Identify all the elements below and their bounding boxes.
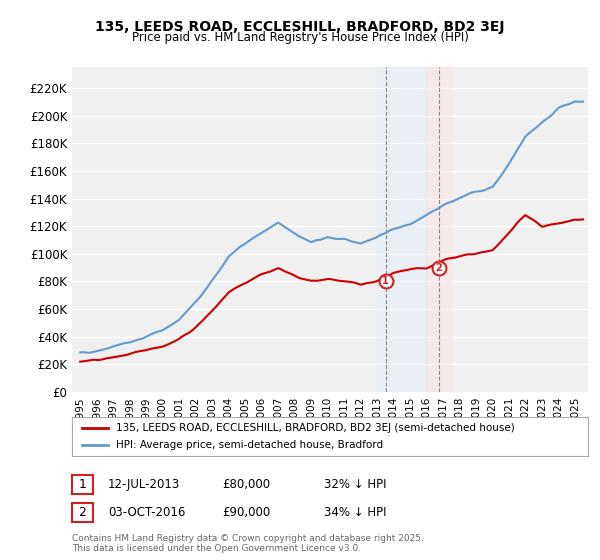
Text: 135, LEEDS ROAD, ECCLESHILL, BRADFORD, BD2 3EJ (semi-detached house): 135, LEEDS ROAD, ECCLESHILL, BRADFORD, B…: [116, 423, 515, 433]
Text: Price paid vs. HM Land Registry's House Price Index (HPI): Price paid vs. HM Land Registry's House …: [131, 31, 469, 44]
Text: 1: 1: [382, 277, 389, 286]
Bar: [427, 67, 451, 392]
Text: 2: 2: [79, 506, 86, 519]
Text: 135, LEEDS ROAD, ECCLESHILL, BRADFORD, BD2 3EJ: 135, LEEDS ROAD, ECCLESHILL, BRADFORD, B…: [95, 20, 505, 34]
Text: 03-OCT-2016: 03-OCT-2016: [108, 506, 185, 519]
Text: 12-JUL-2013: 12-JUL-2013: [108, 478, 180, 491]
Text: 2: 2: [436, 263, 442, 273]
Text: Contains HM Land Registry data © Crown copyright and database right 2025.
This d: Contains HM Land Registry data © Crown c…: [72, 534, 424, 553]
Text: £90,000: £90,000: [222, 506, 270, 519]
Text: 1: 1: [79, 478, 86, 491]
Text: HPI: Average price, semi-detached house, Bradford: HPI: Average price, semi-detached house,…: [116, 440, 383, 450]
Text: £80,000: £80,000: [222, 478, 270, 491]
Text: 32% ↓ HPI: 32% ↓ HPI: [324, 478, 386, 491]
Bar: [377, 67, 427, 392]
Text: 34% ↓ HPI: 34% ↓ HPI: [324, 506, 386, 519]
